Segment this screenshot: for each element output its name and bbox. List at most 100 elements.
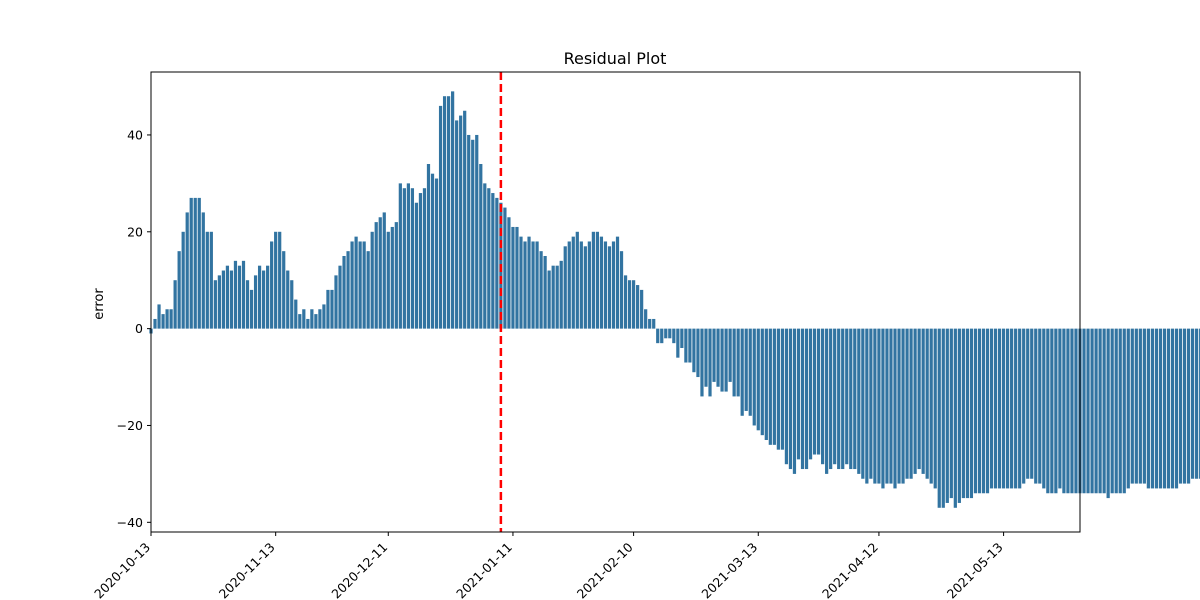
bar [535, 241, 539, 329]
bar [1062, 328, 1066, 494]
bar [257, 265, 262, 329]
bar [221, 270, 225, 329]
bar [1074, 328, 1078, 494]
bar [708, 328, 712, 397]
bar [579, 241, 583, 329]
bar [1022, 328, 1026, 484]
bar [591, 231, 595, 329]
bar [953, 328, 957, 508]
bar [668, 328, 672, 339]
bar [1066, 328, 1070, 494]
bar [611, 241, 616, 329]
bar [704, 328, 708, 387]
bar [270, 241, 274, 329]
bar [543, 256, 547, 329]
bar [756, 328, 760, 431]
bar [804, 328, 809, 470]
bar [897, 328, 901, 484]
bar [374, 222, 378, 329]
bar [877, 328, 881, 484]
bar [398, 183, 402, 329]
bar [893, 328, 897, 489]
bar [237, 265, 242, 329]
bar [1098, 328, 1102, 494]
x-tick-label: 2021-03-13 [698, 540, 760, 600]
bar [1118, 328, 1122, 494]
bar [1178, 328, 1183, 484]
bar [957, 328, 961, 503]
bar [837, 328, 841, 470]
bar [829, 328, 833, 470]
bar [732, 328, 736, 397]
bar [225, 265, 230, 329]
x-tick-label: 2020-12-11 [328, 540, 390, 600]
bar [1018, 328, 1022, 489]
bar [467, 134, 471, 329]
bar [933, 328, 937, 489]
bar [760, 328, 764, 436]
bar [475, 134, 479, 329]
bar [700, 328, 704, 397]
bar [177, 251, 181, 329]
bar [406, 183, 410, 329]
bar [688, 328, 692, 363]
bar [1034, 328, 1038, 484]
x-tick-label: 2021-04-12 [819, 540, 881, 600]
bar [418, 193, 423, 329]
bar [937, 328, 941, 508]
bar [245, 280, 250, 329]
bar [941, 328, 945, 508]
bar [969, 328, 974, 499]
bar [338, 265, 342, 329]
bar [603, 241, 608, 329]
bar [845, 328, 849, 465]
bar [599, 236, 604, 329]
bar [402, 188, 406, 329]
y-axis: −40 −20 0 20 40 [117, 127, 151, 530]
bar [909, 328, 913, 479]
bar [993, 328, 998, 489]
bar [640, 289, 644, 329]
bar [981, 328, 986, 494]
bar [422, 188, 427, 329]
bar [274, 231, 278, 329]
bar [326, 289, 330, 329]
x-tick-label: 2021-01-11 [453, 540, 515, 600]
bar [821, 328, 825, 465]
y-tick-label: 0 [135, 321, 143, 336]
bar [1082, 328, 1086, 494]
bar [386, 231, 390, 329]
bar [1142, 328, 1146, 484]
bar [648, 318, 652, 329]
bar [636, 285, 640, 329]
bar [853, 328, 857, 470]
bar [1158, 328, 1163, 489]
bar [788, 328, 793, 470]
bar [161, 314, 165, 329]
bar [776, 328, 780, 450]
bar [169, 309, 173, 329]
bar [1166, 328, 1171, 489]
bar [350, 241, 354, 329]
bar [861, 328, 865, 479]
bar [157, 304, 161, 329]
bar [193, 197, 197, 329]
bar [334, 275, 338, 329]
bar [310, 309, 314, 329]
bar [812, 328, 817, 455]
bar [290, 280, 294, 329]
bar [370, 231, 374, 329]
bar [1122, 328, 1126, 494]
bar [740, 328, 744, 416]
bar [1102, 328, 1106, 494]
bar [201, 212, 205, 329]
bar [808, 328, 813, 460]
y-tick-label: 20 [127, 224, 143, 239]
bar [1130, 328, 1134, 484]
bar [1138, 328, 1142, 484]
bar [1106, 328, 1110, 499]
bar [233, 260, 238, 329]
bar [724, 328, 728, 392]
bar [189, 197, 193, 329]
bar [615, 236, 620, 329]
